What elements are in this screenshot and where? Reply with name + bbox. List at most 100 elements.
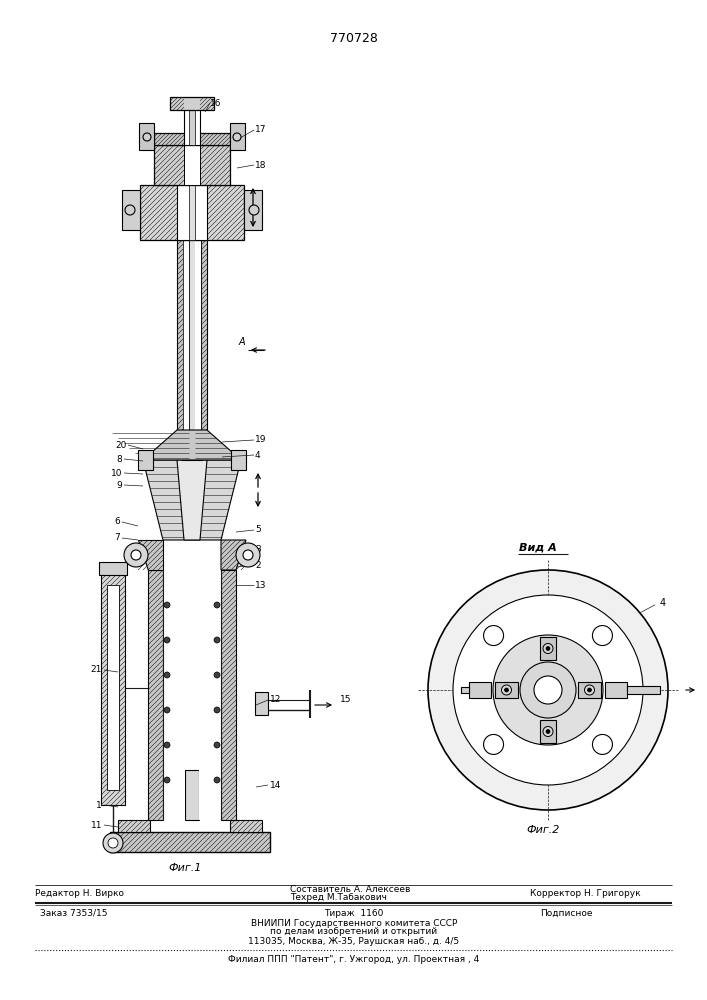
Polygon shape	[186, 430, 198, 442]
Polygon shape	[138, 540, 163, 570]
Text: 21: 21	[90, 666, 102, 674]
Text: 13: 13	[255, 580, 267, 589]
Circle shape	[236, 543, 260, 567]
Polygon shape	[185, 770, 199, 820]
Circle shape	[214, 672, 220, 678]
Polygon shape	[139, 123, 154, 150]
Text: Фиг.1: Фиг.1	[168, 863, 201, 873]
Polygon shape	[184, 105, 200, 145]
Polygon shape	[177, 460, 207, 540]
Text: 10: 10	[110, 468, 122, 478]
Text: Подписное: Подписное	[540, 908, 592, 918]
Text: 12: 12	[270, 696, 281, 704]
Circle shape	[484, 734, 503, 754]
Polygon shape	[122, 190, 140, 230]
Circle shape	[143, 133, 151, 141]
Circle shape	[214, 637, 220, 643]
Circle shape	[103, 833, 123, 853]
Circle shape	[484, 626, 503, 646]
Polygon shape	[201, 240, 207, 430]
Polygon shape	[578, 682, 601, 698]
Polygon shape	[461, 687, 469, 693]
Text: 11: 11	[90, 820, 102, 830]
Polygon shape	[244, 190, 262, 230]
Text: 4: 4	[255, 450, 261, 460]
Polygon shape	[189, 185, 195, 240]
Text: Составитель А. Алексеев: Составитель А. Алексеев	[290, 884, 410, 894]
Circle shape	[164, 637, 170, 643]
Circle shape	[124, 543, 148, 567]
Polygon shape	[177, 240, 183, 430]
Circle shape	[131, 550, 141, 560]
Polygon shape	[469, 682, 491, 698]
Polygon shape	[231, 450, 246, 470]
Text: 18: 18	[255, 160, 267, 169]
Text: 8: 8	[116, 454, 122, 464]
Polygon shape	[189, 105, 195, 145]
Text: 9: 9	[116, 481, 122, 489]
Polygon shape	[182, 442, 202, 460]
Polygon shape	[140, 185, 244, 240]
Circle shape	[501, 685, 511, 695]
Polygon shape	[221, 570, 236, 820]
Text: 1: 1	[96, 800, 102, 810]
Polygon shape	[627, 686, 660, 694]
Circle shape	[546, 730, 550, 734]
Text: Вид А: Вид А	[519, 543, 557, 553]
Circle shape	[214, 742, 220, 748]
Polygon shape	[177, 185, 207, 240]
Polygon shape	[195, 240, 201, 430]
Polygon shape	[184, 145, 200, 185]
Polygon shape	[255, 692, 268, 715]
Text: 4: 4	[660, 598, 666, 608]
Circle shape	[428, 570, 668, 810]
Circle shape	[164, 707, 170, 713]
Polygon shape	[138, 450, 153, 470]
Text: 5: 5	[255, 526, 261, 534]
Text: Филиал ППП "Патент", г. Ужгород, ул. Проектная , 4: Филиал ППП "Патент", г. Ужгород, ул. Про…	[228, 954, 479, 964]
Polygon shape	[110, 832, 270, 852]
Circle shape	[214, 602, 220, 608]
Polygon shape	[189, 240, 195, 430]
Circle shape	[520, 662, 576, 718]
Text: 770728: 770728	[330, 31, 378, 44]
Circle shape	[164, 672, 170, 678]
Circle shape	[592, 626, 612, 646]
Polygon shape	[143, 430, 241, 460]
Circle shape	[546, 647, 550, 650]
Circle shape	[164, 602, 170, 608]
Text: 2: 2	[255, 560, 261, 570]
Text: 14: 14	[270, 780, 281, 790]
Polygon shape	[99, 562, 127, 575]
Circle shape	[534, 676, 562, 704]
Polygon shape	[163, 570, 185, 820]
Polygon shape	[143, 460, 241, 540]
Polygon shape	[154, 133, 230, 145]
Circle shape	[592, 734, 612, 754]
Circle shape	[233, 133, 241, 141]
Text: Техред М.Табакович: Техред М.Табакович	[290, 892, 387, 902]
Text: 20: 20	[116, 440, 127, 450]
Polygon shape	[540, 720, 556, 743]
Polygon shape	[230, 820, 262, 832]
Circle shape	[214, 777, 220, 783]
Text: Фиг.2: Фиг.2	[526, 825, 560, 835]
Polygon shape	[154, 145, 230, 185]
Polygon shape	[221, 540, 246, 570]
Text: Заказ 7353/15: Заказ 7353/15	[40, 908, 107, 918]
Circle shape	[493, 635, 603, 745]
Polygon shape	[101, 570, 125, 805]
Circle shape	[214, 707, 220, 713]
Circle shape	[164, 742, 170, 748]
Text: 7: 7	[115, 534, 120, 542]
Polygon shape	[148, 570, 163, 820]
Text: 17: 17	[255, 125, 267, 134]
Circle shape	[125, 205, 135, 215]
Circle shape	[453, 595, 643, 785]
Text: Редактор Н. Вирко: Редактор Н. Вирко	[35, 888, 124, 898]
Text: ВНИИПИ Государственного комитета СССР: ВНИИПИ Государственного комитета СССР	[251, 918, 457, 928]
Text: 3: 3	[255, 546, 261, 554]
Text: Корректор Н. Григорук: Корректор Н. Григорук	[530, 888, 641, 898]
Circle shape	[505, 688, 508, 692]
Circle shape	[543, 726, 553, 736]
